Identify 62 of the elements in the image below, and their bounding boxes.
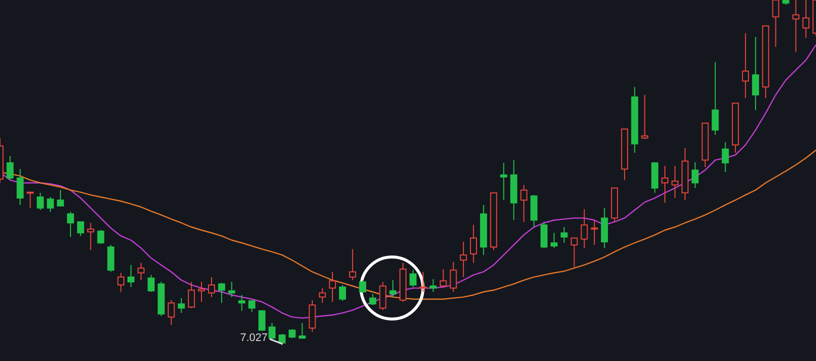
candlestick (379, 281, 386, 311)
candlestick (328, 271, 336, 302)
candlestick (6, 155, 14, 181)
candlestick (168, 300, 175, 326)
candlestick (560, 226, 568, 244)
candlestick (692, 162, 699, 189)
candlestick (218, 282, 226, 304)
candlestick (369, 293, 376, 306)
candlestick (298, 322, 306, 339)
candlestick (339, 284, 346, 302)
candlestick (26, 192, 34, 209)
candlestick (712, 62, 719, 136)
candlestick (16, 168, 24, 206)
candlestick (540, 221, 548, 249)
candlestick (550, 232, 558, 249)
candlestick (752, 36, 760, 111)
candlestick (308, 300, 316, 332)
candlestick (36, 192, 44, 211)
candlestick (600, 208, 608, 249)
candlestick (580, 208, 588, 249)
candlestick (661, 165, 668, 204)
candlestick (248, 300, 256, 312)
candlestick (440, 268, 447, 288)
candlestick (178, 298, 185, 314)
candlestick (389, 280, 396, 298)
candlestick (198, 281, 205, 302)
candlestick (188, 281, 195, 309)
candlestick (671, 165, 678, 199)
candlestick (450, 261, 457, 292)
candlestick (520, 184, 528, 222)
candlestick (148, 274, 155, 292)
candlestick (742, 32, 749, 98)
candlestick (500, 162, 508, 201)
candlestick (359, 280, 366, 294)
candlestick (67, 211, 74, 238)
candlestick (107, 244, 114, 272)
candlestick (228, 281, 236, 298)
candlestick (46, 196, 54, 212)
candlestick (138, 262, 145, 281)
annotation: 7.027 (240, 332, 268, 344)
candlestick (430, 278, 437, 292)
candlestick (470, 224, 477, 264)
candlestick (117, 272, 124, 292)
candlestick (77, 221, 84, 236)
candlestick (420, 271, 427, 292)
candlestick (590, 220, 598, 246)
candlestick (318, 288, 326, 304)
candlestick (268, 322, 276, 341)
candlestick (570, 238, 578, 268)
candlestick (208, 276, 216, 298)
candlestick (56, 190, 64, 206)
candlestick (641, 94, 648, 140)
candlestick (258, 310, 266, 332)
candlestick (349, 248, 356, 281)
candlestick (127, 264, 134, 288)
candlestick (460, 241, 467, 278)
candlestick (97, 230, 104, 244)
candlestick (238, 294, 246, 312)
candlestick (87, 222, 94, 251)
candlestick (722, 142, 729, 173)
candlestick (410, 270, 417, 288)
candlestick (278, 333, 286, 345)
